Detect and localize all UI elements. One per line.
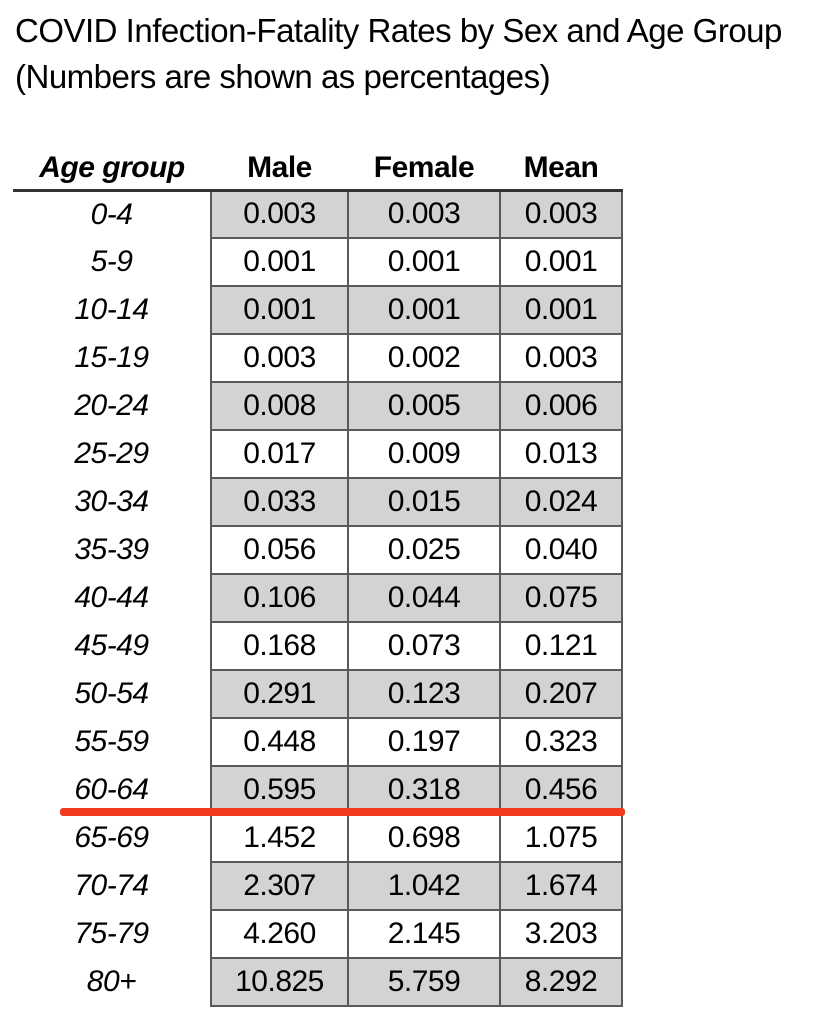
male-cell: 0.291	[210, 669, 349, 719]
ifr-table: Age group Male Female Mean 0-4 0.003 0.0…	[13, 148, 623, 1007]
table-row: 80+ 10.825 5.759 8.292	[13, 957, 623, 1007]
male-cell: 0.008	[210, 381, 349, 431]
table-row: 75-79 4.260 2.145 3.203	[13, 909, 623, 959]
table-row: 55-59 0.448 0.197 0.323	[13, 717, 623, 767]
red-divider-line	[60, 808, 625, 816]
table-body: 0-4 0.003 0.003 0.003 5-9 0.001 0.001 0.…	[13, 189, 623, 1007]
female-cell: 5.759	[347, 957, 501, 1007]
male-cell: 0.595	[210, 765, 349, 815]
male-cell: 0.106	[210, 573, 349, 623]
female-cell: 0.001	[347, 285, 501, 335]
table-row: 10-14 0.001 0.001 0.001	[13, 285, 623, 335]
col-header-male: Male	[211, 148, 348, 192]
female-cell: 0.003	[347, 189, 501, 239]
table-row: 70-74 2.307 1.042 1.674	[13, 861, 623, 911]
female-cell: 0.002	[347, 333, 501, 383]
table-header: Age group Male Female Mean	[13, 148, 622, 192]
table-row: 30-34 0.033 0.015 0.024	[13, 477, 623, 527]
age-cell: 55-59	[74, 725, 149, 758]
mean-cell: 0.003	[499, 333, 623, 383]
male-cell: 0.001	[210, 285, 349, 335]
age-cell: 30-34	[74, 485, 149, 518]
female-cell: 0.005	[347, 381, 501, 431]
male-cell: 0.003	[210, 333, 349, 383]
table-row: 60-64 0.595 0.318 0.456	[13, 765, 623, 815]
mean-cell: 0.207	[499, 669, 623, 719]
female-cell: 1.042	[347, 861, 501, 911]
mean-cell: 0.040	[499, 525, 623, 575]
age-cell: 0-4	[90, 197, 133, 231]
table-row: 35-39 0.056 0.025 0.040	[13, 525, 623, 575]
male-cell: 1.452	[210, 813, 349, 863]
male-cell: 0.168	[210, 621, 349, 671]
female-cell: 0.025	[347, 525, 501, 575]
mean-cell: 8.292	[499, 957, 623, 1007]
table-row: 45-49 0.168 0.073 0.121	[13, 621, 623, 671]
age-cell: 60-64	[74, 773, 149, 806]
female-cell: 0.001	[347, 237, 501, 287]
table-row: 65-69 1.452 0.698 1.075	[13, 813, 623, 863]
male-cell: 0.056	[210, 525, 349, 575]
mean-cell: 0.075	[499, 573, 623, 623]
age-cell: 75-79	[74, 917, 149, 950]
table-row: 50-54 0.291 0.123 0.207	[13, 669, 623, 719]
mean-cell: 0.013	[499, 429, 623, 479]
age-cell: 15-19	[74, 341, 149, 374]
male-cell: 0.003	[210, 189, 349, 239]
table-row: 15-19 0.003 0.002 0.003	[13, 333, 623, 383]
age-cell: 35-39	[74, 533, 149, 566]
age-cell: 45-49	[74, 629, 149, 662]
mean-cell: 0.121	[499, 621, 623, 671]
table-row: 0-4 0.003 0.003 0.003	[13, 189, 623, 239]
table-row: 40-44 0.106 0.044 0.075	[13, 573, 623, 623]
col-header-mean: Mean	[500, 148, 622, 192]
col-header-age-group: Age group	[13, 148, 211, 192]
page-title: COVID Infection-Fatality Rates by Sex an…	[15, 12, 782, 49]
female-cell: 2.145	[347, 909, 501, 959]
table-row: 25-29 0.017 0.009 0.013	[13, 429, 623, 479]
table-row: 20-24 0.008 0.005 0.006	[13, 381, 623, 431]
male-cell: 2.307	[210, 861, 349, 911]
mean-cell: 0.323	[499, 717, 623, 767]
female-cell: 0.073	[347, 621, 501, 671]
female-cell: 0.123	[347, 669, 501, 719]
mean-cell: 0.006	[499, 381, 623, 431]
age-cell: 5-9	[90, 245, 133, 278]
female-cell: 0.698	[347, 813, 501, 863]
mean-cell: 1.674	[499, 861, 623, 911]
female-cell: 0.318	[347, 765, 501, 815]
mean-cell: 1.075	[499, 813, 623, 863]
male-cell: 10.825	[210, 957, 349, 1007]
col-header-female: Female	[348, 148, 500, 192]
age-cell: 10-14	[74, 293, 149, 326]
title-block: COVID Infection-Fatality Rates by Sex an…	[15, 8, 782, 99]
age-cell: 25-29	[74, 437, 149, 470]
male-cell: 0.448	[210, 717, 349, 767]
mean-cell: 0.001	[499, 237, 623, 287]
female-cell: 0.015	[347, 477, 501, 527]
male-cell: 0.033	[210, 477, 349, 527]
male-cell: 0.001	[210, 237, 349, 287]
female-cell: 0.009	[347, 429, 501, 479]
mean-cell: 0.003	[499, 189, 623, 239]
age-cell: 80+	[86, 965, 137, 998]
age-cell: 40-44	[74, 581, 149, 614]
male-cell: 0.017	[210, 429, 349, 479]
age-cell: 50-54	[74, 677, 149, 710]
age-cell: 70-74	[74, 869, 149, 902]
table-row: 5-9 0.001 0.001 0.001	[13, 237, 623, 287]
header-row: Age group Male Female Mean	[13, 148, 622, 192]
mean-cell: 0.024	[499, 477, 623, 527]
female-cell: 0.197	[347, 717, 501, 767]
mean-cell: 3.203	[499, 909, 623, 959]
age-cell: 20-24	[74, 389, 149, 422]
age-cell: 65-69	[74, 821, 149, 854]
mean-cell: 0.001	[499, 285, 623, 335]
mean-cell: 0.456	[499, 765, 623, 815]
page-subtitle: (Numbers are shown as percentages)	[15, 57, 551, 95]
female-cell: 0.044	[347, 573, 501, 623]
male-cell: 4.260	[210, 909, 349, 959]
